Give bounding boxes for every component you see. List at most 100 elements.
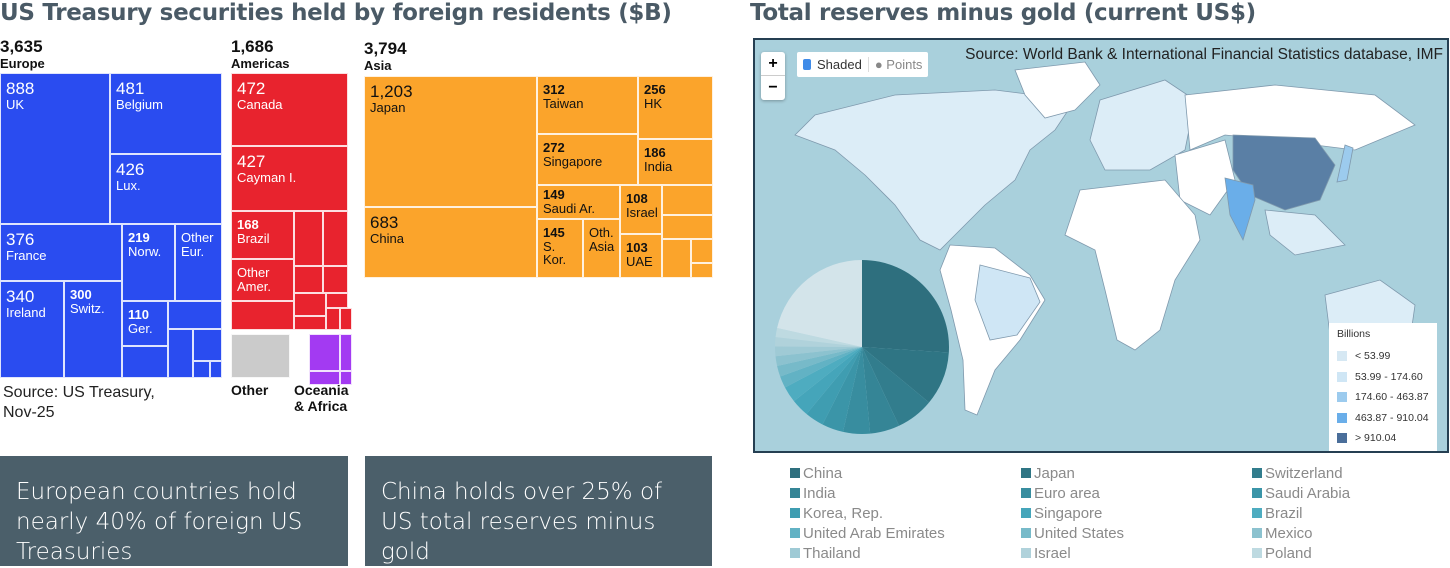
treemap-title: US Treasury securities held by foreign r… [0, 0, 672, 26]
tile-other-asia: Oth. Asia [583, 219, 620, 278]
tile-small [193, 361, 210, 378]
oceania-africa-label: Oceania & Africa [294, 382, 349, 415]
europe-total: 3,635 [0, 37, 43, 56]
pie-slice-mexico[interactable] [775, 347, 862, 366]
tile-other [231, 334, 290, 378]
legend-swatch [790, 508, 800, 518]
tile-lux: 426 Lux. [110, 154, 222, 224]
japan [1336, 144, 1354, 183]
legend-swatch [1252, 548, 1262, 558]
tile-other-americas: Other Amer. [231, 259, 294, 301]
pie-slice-others[interactable] [777, 260, 862, 347]
legend-label: Brazil [1265, 504, 1303, 522]
legend-swatch [1021, 508, 1031, 518]
pie-slice-saudi-arabia[interactable] [822, 347, 862, 432]
tile-switz: 300 Switz. [64, 281, 122, 378]
legend-swatch [1252, 508, 1262, 518]
map-legend: Billions < 53.99 53.99 - 174.60 174.60 - 4… [1329, 323, 1437, 451]
pie-legend-item: Mexico [1252, 523, 1313, 543]
tile-japan: 1,203 Japan [364, 76, 537, 207]
pie-slice-poland[interactable] [775, 328, 862, 347]
zoom-in-button[interactable]: + [761, 52, 785, 76]
tile-oceania [340, 371, 352, 385]
pie-legend-item: China [790, 463, 842, 483]
pie-slice-switzerland[interactable] [862, 347, 930, 426]
middle-east [1174, 139, 1236, 216]
africa [1064, 179, 1201, 351]
asia-name: Asia [364, 58, 392, 73]
legend-swatch [1021, 528, 1031, 538]
legend-label: Japan [1034, 464, 1075, 482]
china [1232, 134, 1336, 211]
pie-slice-thailand[interactable] [775, 346, 862, 357]
europe [1089, 79, 1196, 171]
legend-swatch [1021, 548, 1031, 558]
pie-slice-israel[interactable] [775, 337, 862, 347]
legend-swatch [790, 488, 800, 498]
world-map-panel[interactable]: + − Shaded ● Points Source: World Bank &… [753, 38, 1449, 453]
tile-small [662, 215, 713, 239]
legend-label: Mexico [1265, 524, 1313, 542]
legend-label: Saudi Arabia [1265, 484, 1351, 502]
tile-small [294, 316, 326, 330]
tile-small [691, 263, 713, 278]
legend-label: China [803, 464, 843, 482]
tile-other-europe: Other Eur. [175, 224, 222, 301]
pie-slice-euro-area[interactable] [843, 347, 871, 434]
pie-legend-item: Thailand [790, 543, 861, 563]
pie-slice-india[interactable] [862, 347, 900, 434]
pie-legend-item: Poland [1252, 543, 1312, 563]
europe-header: 3,635 Europe [0, 38, 45, 70]
tile-small [168, 329, 193, 378]
tile-ireland: 340 Ireland [0, 281, 64, 378]
legend-swatch [1021, 468, 1031, 478]
pie-legend-item: United States [1021, 523, 1124, 543]
pie-slice-brazil[interactable] [784, 347, 862, 402]
pie-slice-singapore[interactable] [793, 347, 862, 415]
legend-label: United States [1034, 524, 1125, 542]
pie-slice-korea-rep-[interactable] [806, 347, 862, 425]
tile-small [294, 293, 326, 316]
points-option[interactable]: ● Points [867, 57, 922, 72]
pie-slice-united-arab-emirates[interactable] [780, 347, 862, 388]
tile-south-korea: 145 S. Kor. [537, 219, 583, 278]
legend-label: Thailand [803, 544, 861, 562]
americas-total: 1,686 [231, 37, 274, 56]
legend-label: Korea, Rep. [803, 504, 884, 522]
map-legend-item: 53.99 - 174.60 [1337, 367, 1429, 388]
map-legend-item: 463.87 - 910.04 [1337, 408, 1429, 429]
tile-small [323, 211, 348, 266]
tile-canada: 472 Canada [231, 73, 348, 146]
legend-swatch [1337, 371, 1347, 382]
map-title: Total reserves minus gold (current US$) [750, 0, 1256, 26]
asia-header: 3,794 Asia [364, 40, 407, 72]
pie-legend-item: Switzerland [1252, 463, 1343, 483]
legend-label: 53.99 - 174.60 [1355, 370, 1423, 383]
zoom-out-button[interactable]: − [768, 79, 778, 96]
tile-uae: 103 UAE [620, 234, 662, 278]
legend-swatch [1337, 351, 1347, 362]
legend-label: Switzerland [1265, 464, 1343, 482]
pie-slice-united-states[interactable] [777, 347, 862, 377]
tile-uk: 888 UK [0, 73, 110, 224]
tile-india: 186 India [638, 139, 713, 185]
map-legend-item: < 53.99 [1337, 346, 1429, 367]
shaded-icon [803, 59, 811, 70]
tile-china: 683 China [364, 207, 537, 278]
tile-oceania [309, 371, 340, 385]
pie-slice-china[interactable] [862, 260, 949, 353]
legend-label: Israel [1034, 544, 1071, 562]
world-map[interactable] [755, 40, 1449, 453]
brazil [974, 264, 1041, 341]
pie-legend-item: Singapore [1021, 503, 1102, 523]
shaded-option[interactable]: Shaded [817, 57, 862, 72]
pie-slice-japan[interactable] [862, 347, 949, 403]
legend-swatch [1021, 488, 1031, 498]
other-label: Other [231, 382, 269, 398]
legend-label: 463.87 - 910.04 [1355, 411, 1429, 424]
legend-label: Poland [1265, 544, 1312, 562]
tile-small [168, 301, 222, 329]
reserves-pie-chart [775, 260, 949, 434]
tile-small [294, 211, 323, 266]
tile-belgium: 481 Belgium [110, 73, 222, 154]
